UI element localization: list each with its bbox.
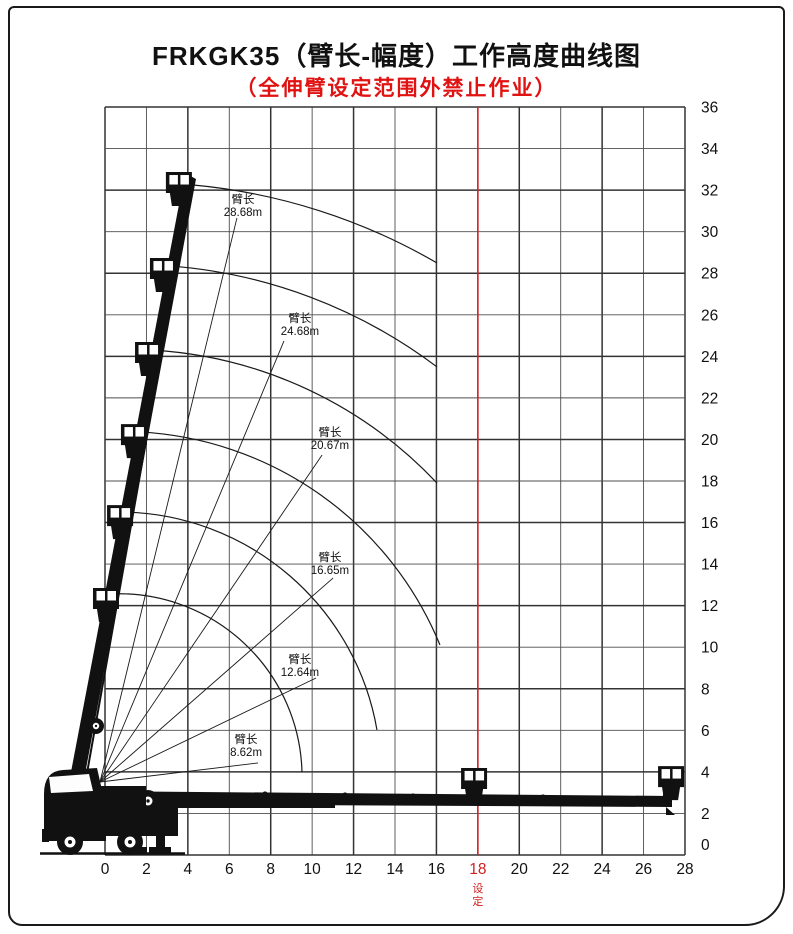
boom-length-labels: 臂长 28.68m 臂长 24.68m 臂长 20.67m 臂长 16.65m 臂长 12.64m…	[224, 193, 349, 759]
boom-length-label: 臂长 16.65m	[311, 551, 349, 577]
y-tick-label: 6	[701, 723, 710, 740]
grid	[104, 106, 686, 856]
x-tick-label: 2	[142, 861, 151, 878]
y-tick-label: 16	[701, 515, 718, 532]
x-tick-label: 12	[345, 861, 362, 878]
setting-label-char: 设	[472, 882, 483, 895]
boom-leader-line	[99, 217, 238, 783]
boom-length-label: 臂长 24.68m	[281, 312, 319, 338]
boom-bolt	[262, 791, 268, 797]
x-tick-label: 24	[594, 861, 612, 878]
x-tick-label: 8	[266, 861, 275, 878]
y-tick-label: 30	[701, 224, 719, 241]
y-tick-label: 2	[701, 806, 710, 823]
y-tick-label: 36	[701, 99, 718, 116]
x-tick-label: 28	[676, 861, 693, 878]
x-tick-label: 26	[635, 861, 652, 878]
boom-leader-lines	[99, 217, 334, 783]
boom-bolt	[540, 794, 546, 800]
boom-length-label: 臂长 28.68m	[224, 193, 262, 219]
x-tick-label: 10	[304, 861, 322, 878]
x-tick-label: 4	[184, 861, 193, 878]
outrigger-leg	[133, 808, 141, 850]
setting-label: 设定	[472, 882, 483, 908]
boom-leader-line	[99, 677, 317, 783]
y-tick-label: 8	[701, 681, 710, 698]
y-tick-label: 12	[701, 598, 718, 615]
y-tick-label: 28	[701, 266, 718, 283]
boom-reach-arc	[124, 511, 378, 731]
x-tick-label: 14	[386, 861, 404, 878]
y-tick-label: 0	[701, 837, 710, 854]
truck-wheel	[57, 829, 83, 855]
y-tick-label: 10	[701, 640, 719, 657]
truck-bumper	[42, 829, 49, 842]
truck-windshield	[49, 774, 93, 793]
boom-length-label: 臂长 8.62m	[230, 733, 262, 759]
boom-reach-arcs	[108, 184, 441, 773]
raised-boom	[63, 173, 196, 817]
turret	[100, 786, 146, 812]
boom-bolt	[605, 795, 611, 801]
boom-length-label: 臂长 12.64m	[281, 653, 319, 679]
boom-leader-line	[99, 340, 285, 783]
y-tick-label: 34	[701, 141, 719, 158]
boom-pulley-small	[88, 718, 104, 734]
boom-bolt	[342, 792, 348, 798]
y-tick-label: 24	[701, 349, 719, 366]
setting-label-char: 定	[472, 894, 483, 908]
y-tick-label: 14	[701, 557, 719, 574]
truck-wheel	[117, 829, 143, 855]
x-tick-label: 6	[225, 861, 234, 878]
work-basket-icon	[658, 766, 685, 801]
x-tick-label: 16	[428, 861, 445, 878]
boom-reach-arc	[138, 431, 441, 646]
boom-length-label: 臂长 20.67m	[311, 426, 349, 452]
boom-leader-line	[99, 577, 334, 783]
outrigger-foot	[149, 847, 171, 853]
x-tick-label: 18	[469, 861, 486, 878]
y-tick-label: 26	[701, 307, 718, 324]
y-tick-label: 4	[701, 764, 710, 781]
y-tick-label: 32	[701, 183, 718, 200]
y-tick-label: 20	[701, 432, 719, 449]
boom-reach-arc	[153, 349, 438, 484]
x-tick-label: 0	[101, 861, 110, 878]
y-tick-label: 18	[701, 473, 718, 490]
boom-leader-line	[99, 762, 259, 783]
chart-warning-subtitle: （全伸臂设定范围外禁止作业）	[235, 77, 558, 100]
boom-bolt	[410, 793, 416, 799]
boom-reach-arc	[169, 265, 438, 368]
outrigger-leg	[156, 792, 165, 850]
x-axis-tick-labels: 0 2 4 6 8 10 12 14 16 18 20 22 24 26 28	[101, 861, 694, 878]
boom-reach-arc	[108, 593, 303, 773]
chart-title: FRKGK35（臂长-幅度）工作高度曲线图	[151, 41, 641, 71]
boom-leader-line	[99, 454, 323, 783]
boom-reach-arc	[191, 184, 438, 264]
x-tick-label: 20	[511, 861, 529, 878]
x-tick-label: 22	[552, 861, 569, 878]
truck-illustration	[40, 768, 185, 855]
y-tick-label: 22	[701, 390, 718, 407]
